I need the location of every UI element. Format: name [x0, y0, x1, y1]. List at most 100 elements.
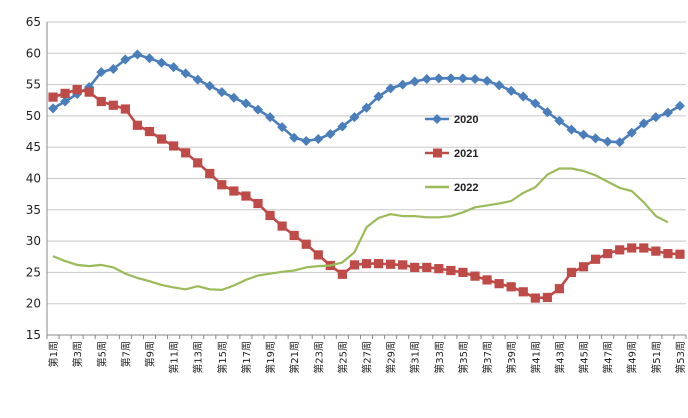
- y-tick-label: 35: [26, 203, 41, 217]
- data-point: [398, 260, 408, 270]
- data-point: [313, 134, 324, 145]
- legend: 2020 2021 2022: [425, 114, 478, 194]
- data-point: [337, 121, 348, 132]
- x-tick-label: 第35周: [457, 341, 470, 374]
- data-point: [602, 136, 613, 147]
- y-tick-label: 40: [26, 172, 41, 186]
- data-point: [289, 132, 300, 143]
- data-point: [252, 104, 263, 115]
- data-point: [554, 284, 565, 294]
- data-point: [349, 260, 360, 270]
- data-point: [192, 74, 203, 85]
- data-point: [289, 230, 299, 241]
- data-point: [530, 98, 541, 109]
- data-point: [542, 292, 552, 303]
- data-point: [361, 259, 372, 269]
- x-tick-label: 第29周: [385, 341, 398, 374]
- data-point: [457, 73, 468, 84]
- data-point: [421, 73, 432, 84]
- data-point: [494, 279, 504, 289]
- legend-item-2020: 2020: [425, 114, 478, 126]
- x-tick-label: 第33周: [433, 341, 446, 374]
- series-group: [48, 49, 685, 303]
- data-point: [277, 221, 287, 231]
- data-point: [84, 87, 94, 97]
- data-point: [578, 262, 589, 272]
- x-tick-label: 第45周: [578, 341, 591, 374]
- data-point: [241, 191, 251, 201]
- y-tick-label: 25: [26, 265, 41, 279]
- y-tick-label: 50: [26, 109, 41, 123]
- data-point: [627, 243, 637, 253]
- x-tick-label: 第25周: [336, 341, 349, 374]
- data-point: [566, 124, 577, 135]
- data-point: [651, 246, 661, 256]
- data-point: [650, 112, 661, 123]
- data-point: [120, 104, 130, 114]
- data-point: [482, 75, 493, 86]
- data-point: [518, 91, 529, 102]
- series-line-2022: [52, 167, 669, 291]
- x-tick-label: 第17周: [240, 341, 253, 374]
- data-point: [470, 271, 480, 281]
- legend-label: 2020: [454, 114, 478, 126]
- data-point: [614, 137, 625, 148]
- series-2020: [48, 49, 685, 148]
- data-point: [566, 267, 577, 277]
- x-tick-label: 第43周: [553, 341, 566, 374]
- data-point: [108, 63, 119, 74]
- x-axis: 第1周 第3周 第5周 第7周 第9周 第11周 第13周 第15周 第17周 第19周 第21周第…: [46, 334, 687, 374]
- x-tick-label: 第15周: [216, 341, 229, 374]
- data-point: [675, 249, 685, 259]
- data-point: [60, 96, 71, 107]
- y-tick-label: 30: [26, 234, 41, 248]
- x-tick-label: 第11周: [168, 341, 181, 374]
- data-point: [265, 210, 275, 221]
- y-tick-label: 45: [26, 140, 41, 154]
- data-point: [361, 102, 372, 113]
- x-tick-label: 第21周: [288, 341, 301, 374]
- data-point: [674, 100, 685, 111]
- data-point: [108, 100, 118, 110]
- data-point: [397, 79, 408, 90]
- data-point: [48, 92, 58, 102]
- y-tick-label: 55: [26, 78, 41, 92]
- data-point: [385, 83, 396, 94]
- data-point: [590, 254, 601, 264]
- data-point: [578, 129, 589, 140]
- legend-label: 2022: [454, 182, 478, 194]
- y-axis: 15 20 25 30 35 40 45 50 55 60 65: [26, 15, 48, 342]
- data-point: [373, 91, 384, 102]
- data-point: [156, 57, 167, 68]
- data-point: [506, 85, 517, 96]
- data-point: [349, 112, 360, 123]
- data-point: [168, 62, 179, 73]
- y-tick-label: 65: [26, 15, 41, 29]
- data-point: [48, 103, 59, 114]
- data-point: [638, 118, 649, 129]
- x-tick-label: 第53周: [674, 341, 687, 374]
- x-tick-label: 第37周: [481, 341, 494, 374]
- data-point: [132, 120, 143, 130]
- legend-marker: [433, 148, 442, 158]
- data-point: [168, 141, 179, 151]
- data-point: [216, 87, 227, 98]
- data-point: [253, 198, 263, 209]
- x-tick-label: 第51周: [650, 341, 663, 374]
- data-point: [542, 107, 553, 118]
- y-tick-label: 60: [26, 46, 41, 60]
- data-point: [433, 73, 444, 84]
- data-point: [470, 73, 481, 84]
- y-tick-label: 15: [26, 328, 41, 342]
- data-point: [662, 107, 673, 118]
- data-point: [96, 96, 106, 107]
- data-point: [156, 134, 167, 144]
- data-point: [506, 282, 516, 292]
- data-point: [590, 133, 601, 144]
- data-point: [615, 245, 625, 255]
- x-tick-label: 第5周: [95, 341, 108, 367]
- data-point: [120, 54, 131, 65]
- x-tick-label: 第3周: [71, 341, 84, 367]
- x-tick-label: 第39周: [505, 341, 518, 374]
- x-tick-label: 第47周: [602, 341, 615, 374]
